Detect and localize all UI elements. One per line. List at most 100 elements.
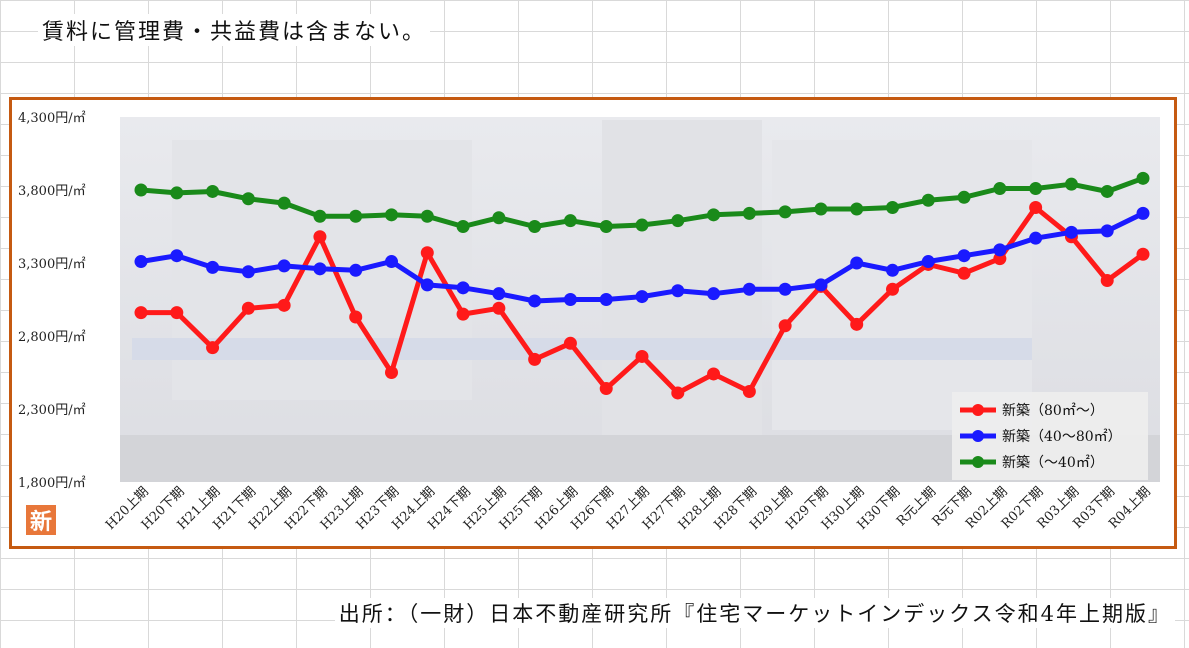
data-point xyxy=(814,202,828,216)
data-point xyxy=(742,282,756,296)
data-point xyxy=(850,202,864,216)
legend-label: 新築（～40㎡） xyxy=(1002,455,1104,471)
data-point xyxy=(349,310,363,324)
data-point xyxy=(1100,224,1114,238)
data-point xyxy=(349,209,363,223)
data-point xyxy=(385,255,398,269)
data-point xyxy=(385,366,398,379)
data-point xyxy=(742,384,756,398)
data-point xyxy=(170,249,184,263)
data-point xyxy=(635,349,649,363)
data-point xyxy=(1100,184,1114,198)
y-axis: 1,800円/㎡ 2,300円/㎡ 2,800円/㎡ 3,300円/㎡ 3,800円/㎡… xyxy=(18,111,86,491)
data-point xyxy=(563,214,577,228)
data-point xyxy=(635,218,649,232)
source-text: 出所：（一財）日本不動産研究所『住宅マーケットインデックス令和4年上期版』 xyxy=(334,598,1175,628)
data-point xyxy=(241,192,255,206)
data-point xyxy=(850,256,864,270)
data-point xyxy=(134,255,148,269)
data-point xyxy=(277,196,291,210)
data-point xyxy=(528,220,542,233)
data-point xyxy=(778,205,792,219)
data-point xyxy=(599,293,613,306)
data-point xyxy=(170,186,184,200)
data-point xyxy=(707,287,721,301)
data-point xyxy=(1136,171,1150,185)
data-point xyxy=(742,206,756,220)
data-point xyxy=(563,293,577,306)
legend-marker xyxy=(972,456,984,468)
data-point xyxy=(313,262,327,276)
y-tick-label: 1,800円/㎡ xyxy=(18,476,86,491)
data-point xyxy=(241,265,255,279)
data-point xyxy=(671,386,685,400)
data-point xyxy=(492,301,506,315)
y-tick-label: 4,300円/㎡ xyxy=(18,111,86,126)
data-point xyxy=(993,182,1007,196)
data-point xyxy=(492,211,506,225)
data-point xyxy=(778,282,792,296)
y-tick-label: 3,300円/㎡ xyxy=(18,257,86,272)
backdrop-image xyxy=(120,117,1160,482)
series-lines xyxy=(134,171,1150,400)
data-point xyxy=(635,290,649,304)
data-point xyxy=(1029,201,1043,215)
data-point xyxy=(206,260,220,274)
data-point xyxy=(528,294,542,308)
data-point xyxy=(456,281,470,295)
y-tick-label: 2,800円/㎡ xyxy=(18,330,86,345)
data-point xyxy=(385,208,398,222)
data-point xyxy=(957,190,971,204)
chart-frame: 1,800円/㎡ 2,300円/㎡ 2,800円/㎡ 3,300円/㎡ 3,800円/㎡… xyxy=(9,97,1177,549)
data-point xyxy=(886,263,899,277)
data-point xyxy=(206,341,220,355)
data-point xyxy=(134,306,148,320)
data-point xyxy=(850,317,864,331)
data-point xyxy=(1136,206,1150,220)
y-tick-label: 2,300円/㎡ xyxy=(18,403,86,418)
data-point xyxy=(599,382,613,396)
data-point xyxy=(707,367,721,381)
legend-marker xyxy=(972,430,984,442)
data-point xyxy=(134,183,148,197)
data-point xyxy=(1064,225,1078,239)
new-badge: 新 xyxy=(26,505,56,535)
data-point xyxy=(957,249,971,263)
data-point xyxy=(671,284,685,298)
data-point xyxy=(170,306,184,320)
data-point xyxy=(778,319,792,333)
data-point xyxy=(1136,247,1150,261)
data-point xyxy=(349,263,363,277)
legend-marker xyxy=(972,404,984,416)
data-point xyxy=(921,193,935,207)
data-point xyxy=(456,307,470,321)
data-point xyxy=(707,208,721,222)
data-point xyxy=(528,352,542,366)
y-tick-label: 3,800円/㎡ xyxy=(18,184,86,199)
data-point xyxy=(277,259,291,273)
legend-label: 新築（80㎡～） xyxy=(1002,403,1104,419)
data-point xyxy=(563,336,577,350)
data-point xyxy=(206,184,220,198)
data-point xyxy=(1064,177,1078,191)
data-point xyxy=(241,301,255,315)
data-point xyxy=(492,287,506,301)
legend-label: 新築（40～80㎡） xyxy=(1002,429,1122,445)
data-point xyxy=(313,230,327,244)
data-point xyxy=(814,278,828,292)
data-point xyxy=(277,298,291,312)
data-point xyxy=(313,209,327,223)
data-point xyxy=(456,220,470,233)
data-point xyxy=(993,243,1007,257)
data-point xyxy=(886,282,899,296)
data-point xyxy=(671,214,685,228)
data-point xyxy=(957,266,971,280)
data-point xyxy=(420,278,434,292)
line-chart: 1,800円/㎡ 2,300円/㎡ 2,800円/㎡ 3,300円/㎡ 3,800円/㎡… xyxy=(18,111,1160,533)
data-point xyxy=(420,246,434,260)
data-point xyxy=(1100,274,1114,288)
x-axis: H20上期H20下期H21上期H21下期H22上期H22下期H23上期H23下期… xyxy=(103,484,1154,533)
legend: 新築（80㎡～） 新築（40～80㎡） 新築（～40㎡） xyxy=(952,392,1148,480)
data-point xyxy=(1029,231,1043,245)
note-text: 賃料に管理費・共益費は含まない。 xyxy=(38,14,431,46)
